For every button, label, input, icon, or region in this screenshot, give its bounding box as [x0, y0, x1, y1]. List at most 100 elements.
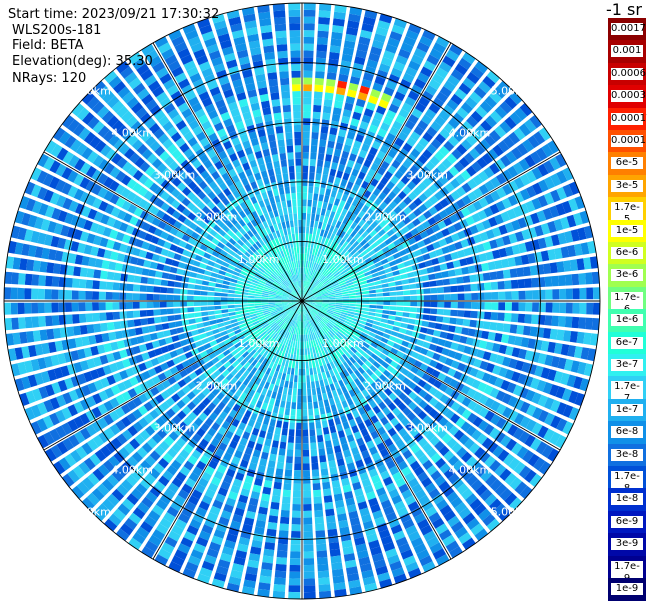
range-gate-cell	[323, 495, 333, 503]
range-gate-cell	[227, 400, 235, 409]
range-gate-cell	[534, 365, 544, 377]
range-gate-cell	[175, 320, 183, 327]
range-gate-cell	[350, 364, 357, 372]
range-gate-cell	[285, 346, 290, 354]
range-gate-cell	[217, 559, 231, 569]
range-gate-cell	[271, 217, 277, 225]
range-gate-cell	[323, 488, 332, 497]
range-gate-cell	[423, 404, 433, 414]
range-gate-cell	[236, 355, 245, 363]
range-gate-cell	[336, 170, 344, 179]
range-gate-cell	[401, 489, 413, 500]
range-gate-cell	[306, 290, 311, 296]
range-gate-cell	[442, 486, 455, 498]
range-gate-cell	[43, 189, 54, 203]
range-gate-cell	[357, 273, 366, 279]
range-gate-cell	[181, 483, 193, 494]
range-gate-cell	[24, 229, 34, 242]
range-gate-cell	[418, 203, 428, 213]
range-gate-cell	[92, 291, 99, 300]
range-gate-cell	[413, 345, 422, 353]
range-gate-cell	[257, 313, 264, 318]
range-gate-cell	[259, 379, 266, 388]
range-gate-cell	[91, 488, 105, 501]
range-gate-cell	[216, 318, 224, 324]
range-gate-cell	[282, 305, 290, 309]
range-gate-cell	[303, 591, 316, 599]
range-gate-cell	[473, 503, 487, 516]
range-gate-cell	[478, 508, 491, 521]
range-gate-cell	[349, 380, 357, 389]
range-gate-cell	[494, 158, 506, 171]
range-gate-cell	[63, 239, 73, 251]
range-gate-cell	[314, 293, 322, 297]
range-gate-cell	[469, 319, 477, 328]
range-gate-cell	[91, 183, 102, 196]
range-gate-cell	[108, 455, 120, 468]
range-gate-cell	[199, 350, 208, 358]
range-gate-cell	[231, 338, 240, 345]
range-gate-cell	[220, 265, 228, 272]
range-gate-cell	[286, 449, 294, 457]
range-gate-cell	[251, 427, 260, 436]
range-gate-cell	[319, 139, 327, 147]
range-gate-cell	[254, 250, 261, 258]
range-gate-cell	[303, 307, 305, 315]
range-gate-cell	[92, 435, 104, 448]
range-gate-cell	[314, 339, 319, 346]
range-gate-cell	[398, 48, 411, 59]
range-gate-cell	[265, 352, 272, 360]
range-gate-cell	[428, 250, 437, 259]
range-gate-cell	[303, 287, 305, 295]
range-gate-cell	[271, 391, 277, 399]
range-gate-cell	[380, 258, 389, 265]
range-gate-cell	[87, 151, 99, 164]
range-gate-cell	[227, 293, 235, 297]
range-gate-cell	[413, 48, 427, 59]
range-gate-cell	[308, 275, 312, 282]
range-gate-cell	[335, 142, 344, 151]
range-gate-cell	[240, 270, 248, 276]
range-gate-cell	[44, 384, 55, 397]
range-gate-cell	[377, 20, 391, 30]
range-gate-cell	[373, 436, 383, 446]
range-gate-cell	[460, 169, 472, 181]
range-gate-cell	[340, 415, 348, 424]
range-gate-cell	[303, 287, 306, 295]
range-gate-cell	[369, 289, 376, 294]
range-gate-cell	[208, 352, 217, 360]
range-gate-cell	[322, 427, 330, 435]
range-gate-cell	[241, 416, 249, 425]
range-gate-cell	[547, 220, 557, 233]
range-gate-cell	[461, 327, 470, 336]
range-gate-cell	[362, 297, 370, 301]
range-gate-cell	[114, 262, 123, 272]
range-gate-cell	[478, 253, 488, 262]
range-gate-cell	[267, 328, 274, 335]
range-gate-cell	[329, 299, 336, 301]
range-gate-cell	[509, 268, 518, 278]
range-gate-cell	[370, 328, 378, 334]
range-gate-cell	[276, 291, 283, 295]
range-gate-cell	[315, 173, 322, 181]
range-gate-cell	[392, 120, 403, 131]
range-gate-cell	[489, 478, 503, 492]
range-gate-cell	[61, 251, 70, 263]
range-gate-cell	[333, 100, 343, 109]
range-gate-cell	[334, 308, 342, 312]
range-gate-cell	[290, 284, 295, 290]
range-gate-cell	[247, 440, 256, 449]
range-gate-cell	[561, 200, 572, 214]
range-gate-cell	[283, 256, 288, 264]
range-gate-cell	[277, 309, 284, 314]
range-gate-cell	[393, 18, 408, 29]
range-gate-cell	[160, 390, 170, 400]
range-gate-cell	[319, 365, 325, 373]
range-gate-cell	[285, 263, 290, 270]
range-gate-cell	[282, 489, 291, 498]
range-gate-cell	[116, 382, 127, 393]
range-gate-cell	[375, 215, 383, 224]
range-gate-cell	[302, 301, 309, 302]
range-gate-cell	[128, 537, 142, 550]
